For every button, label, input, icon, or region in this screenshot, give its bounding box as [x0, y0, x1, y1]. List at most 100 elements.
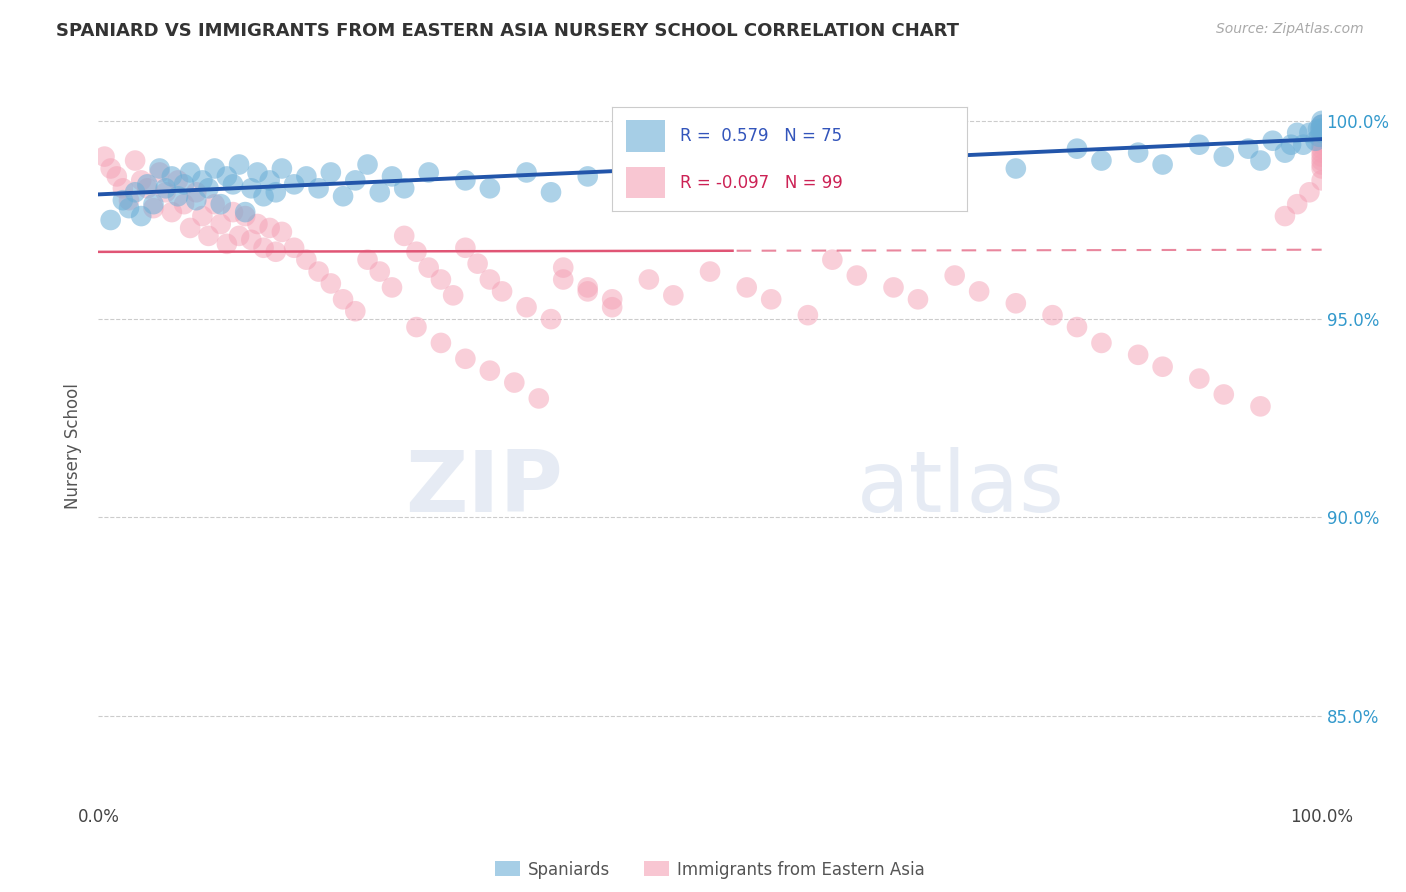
Text: ZIP: ZIP	[405, 447, 564, 531]
Point	[576, 280, 599, 294]
Point	[1310, 126, 1333, 140]
Point	[264, 244, 287, 259]
Point	[1310, 134, 1333, 148]
Point	[204, 197, 226, 211]
Point	[319, 165, 342, 179]
Point	[142, 197, 165, 211]
Point	[1306, 121, 1329, 136]
Point	[233, 209, 256, 223]
Point	[1066, 142, 1088, 156]
Point	[761, 161, 783, 176]
Point	[209, 197, 232, 211]
Point	[222, 178, 245, 192]
Point	[356, 252, 378, 267]
Point	[662, 288, 685, 302]
Point	[1237, 142, 1260, 156]
Point	[845, 268, 868, 283]
Point	[264, 186, 287, 200]
Point	[883, 280, 905, 294]
Point	[600, 300, 623, 314]
Point	[1298, 186, 1320, 200]
Point	[1042, 308, 1064, 322]
Point	[319, 277, 342, 291]
Point	[515, 300, 537, 314]
Point	[124, 186, 146, 200]
Text: SPANIARD VS IMMIGRANTS FROM EASTERN ASIA NURSERY SCHOOL CORRELATION CHART: SPANIARD VS IMMIGRANTS FROM EASTERN ASIA…	[56, 22, 959, 40]
Point	[1128, 145, 1150, 160]
Point	[405, 320, 427, 334]
Point	[392, 228, 416, 243]
Point	[1261, 134, 1284, 148]
Point	[478, 364, 501, 378]
Point	[160, 205, 183, 219]
Point	[553, 260, 575, 275]
Point	[173, 197, 195, 211]
Point	[1152, 157, 1174, 171]
Point	[118, 201, 141, 215]
Point	[1310, 118, 1333, 132]
Point	[295, 169, 318, 184]
Point	[1310, 114, 1333, 128]
Point	[1308, 129, 1330, 144]
Point	[797, 308, 820, 322]
Point	[209, 217, 232, 231]
Point	[821, 145, 844, 160]
Point	[149, 161, 172, 176]
Point	[197, 228, 219, 243]
Point	[197, 181, 219, 195]
Point	[1310, 118, 1333, 132]
Point	[1310, 121, 1333, 136]
Point	[699, 264, 721, 278]
Point	[1310, 129, 1333, 144]
Point	[467, 257, 489, 271]
Text: Source: ZipAtlas.com: Source: ZipAtlas.com	[1216, 22, 1364, 37]
Text: atlas: atlas	[856, 447, 1064, 531]
Point	[430, 335, 453, 350]
Point	[179, 165, 201, 179]
Point	[167, 189, 190, 203]
Point	[553, 272, 575, 286]
Point	[907, 293, 929, 307]
Point	[576, 285, 599, 299]
Point	[356, 157, 378, 171]
Point	[1066, 320, 1088, 334]
Point	[1212, 150, 1234, 164]
Point	[699, 153, 721, 168]
Point	[186, 186, 208, 200]
Point	[332, 293, 354, 307]
Point	[100, 161, 122, 176]
Point	[100, 213, 122, 227]
Point	[1310, 161, 1333, 176]
Point	[105, 169, 128, 184]
Point	[1249, 153, 1271, 168]
Point	[111, 193, 134, 207]
Point	[1310, 142, 1333, 156]
Point	[246, 217, 269, 231]
Point	[454, 241, 477, 255]
Point	[613, 157, 636, 171]
Point	[943, 268, 966, 283]
Point	[1310, 173, 1333, 187]
Point	[1188, 137, 1211, 152]
Y-axis label: Nursery School: Nursery School	[65, 383, 83, 509]
Point	[1279, 137, 1302, 152]
Point	[155, 181, 177, 195]
Point	[191, 209, 214, 223]
Point	[1310, 137, 1333, 152]
Point	[1152, 359, 1174, 374]
Point	[118, 193, 141, 207]
Point	[228, 157, 250, 171]
Point	[1310, 145, 1333, 160]
Point	[1310, 118, 1333, 132]
Point	[283, 241, 305, 255]
Point	[491, 285, 513, 299]
Point	[478, 272, 501, 286]
Point	[240, 233, 263, 247]
Point	[186, 193, 208, 207]
Point	[454, 351, 477, 366]
Point	[576, 169, 599, 184]
Point	[478, 181, 501, 195]
Point	[222, 205, 245, 219]
Point	[142, 201, 165, 215]
Point	[1310, 153, 1333, 168]
